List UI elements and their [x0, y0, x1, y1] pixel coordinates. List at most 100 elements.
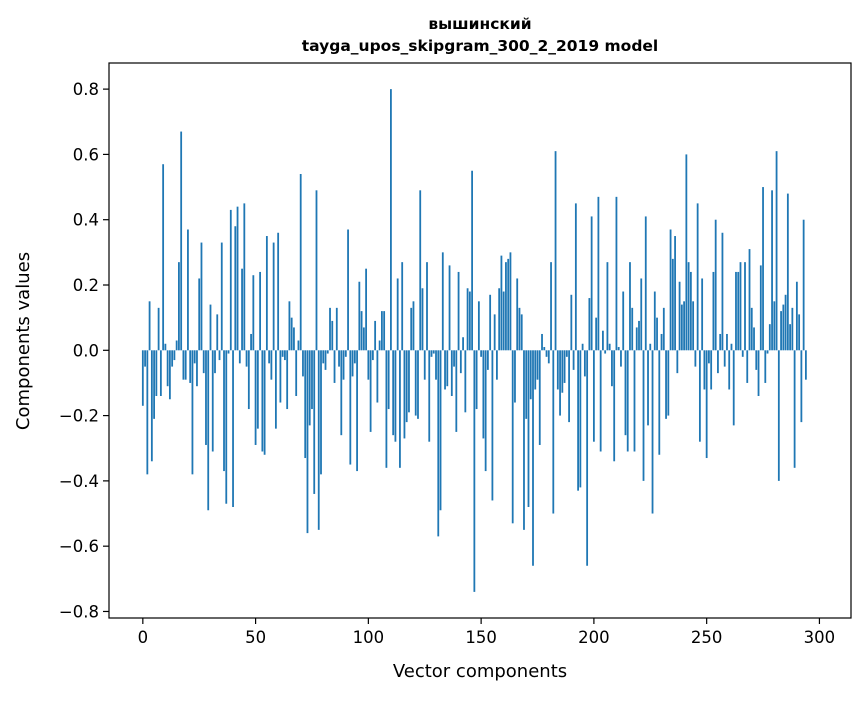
bar — [482, 350, 485, 439]
bar — [486, 350, 489, 370]
bar — [329, 307, 331, 351]
bar — [401, 262, 404, 351]
bar — [450, 350, 453, 396]
bar — [529, 350, 532, 400]
bar — [338, 350, 340, 367]
bar — [629, 262, 631, 351]
bar — [428, 350, 431, 442]
bar — [550, 262, 552, 351]
bar — [279, 350, 282, 403]
bar — [477, 301, 480, 351]
bar — [721, 232, 724, 351]
bar — [225, 350, 228, 504]
bar — [656, 317, 658, 351]
bar — [412, 301, 415, 351]
bar — [471, 170, 473, 351]
bar — [236, 206, 239, 351]
bar — [252, 275, 255, 351]
bar — [335, 307, 338, 351]
bar — [631, 307, 634, 351]
bar — [459, 350, 462, 374]
bar — [620, 350, 622, 367]
bar — [214, 350, 216, 374]
bar — [198, 278, 201, 351]
bar — [496, 350, 498, 380]
bar — [739, 262, 742, 351]
bar — [674, 236, 676, 351]
bar — [288, 301, 291, 351]
bar — [464, 350, 467, 413]
bar — [608, 343, 611, 351]
x-axis-label: Vector components — [393, 661, 567, 682]
bar — [775, 151, 778, 351]
bar — [678, 281, 681, 351]
bar — [417, 350, 419, 419]
bar — [315, 190, 318, 351]
bar — [683, 301, 685, 351]
bar — [462, 337, 464, 351]
bar — [457, 271, 460, 351]
bar — [473, 350, 476, 592]
bar — [191, 350, 194, 475]
bar — [430, 350, 433, 357]
bar — [737, 271, 740, 351]
bar — [277, 232, 280, 351]
bar — [150, 350, 153, 462]
bar — [419, 190, 422, 351]
y-axis-label: Components values — [13, 252, 34, 430]
bar — [802, 219, 805, 351]
bar — [380, 311, 383, 351]
bar — [624, 350, 627, 436]
bar — [468, 291, 471, 351]
bar — [789, 324, 791, 351]
bar — [304, 350, 307, 459]
bar — [795, 281, 798, 351]
bar — [164, 343, 167, 351]
bar — [771, 190, 773, 351]
bar — [356, 350, 358, 472]
bar — [340, 350, 343, 436]
bar — [232, 350, 234, 507]
bar — [498, 288, 501, 351]
bar — [218, 350, 221, 361]
bar — [694, 350, 697, 367]
bar — [583, 350, 586, 377]
y-tick-label: 0.4 — [73, 211, 99, 230]
bar — [344, 350, 347, 357]
bar — [493, 314, 496, 351]
bar — [766, 350, 769, 354]
y-tick-label: 0.8 — [73, 80, 99, 99]
bar — [259, 271, 261, 351]
bar — [764, 350, 767, 383]
bar — [606, 262, 609, 351]
bar — [182, 350, 185, 380]
bar — [541, 333, 543, 351]
bar — [243, 203, 246, 351]
bar — [798, 314, 801, 351]
bar — [744, 262, 746, 351]
bar — [284, 350, 286, 361]
x-tick-label: 100 — [353, 628, 385, 647]
bar — [489, 294, 492, 351]
bar — [155, 350, 158, 396]
bar — [320, 350, 322, 475]
bar — [480, 350, 483, 357]
bar — [611, 350, 613, 387]
bar — [574, 203, 577, 351]
bar — [394, 350, 397, 442]
bar — [238, 350, 241, 364]
bar — [146, 350, 149, 475]
bar — [561, 350, 564, 393]
bar — [396, 278, 399, 351]
bar — [376, 350, 379, 403]
bar — [780, 311, 782, 351]
bar — [173, 350, 176, 361]
bar — [597, 196, 600, 351]
bar — [638, 320, 640, 351]
bar — [653, 291, 656, 351]
bar — [599, 350, 602, 452]
bar — [586, 350, 589, 566]
bar — [644, 216, 647, 351]
bar — [187, 229, 189, 351]
bar — [171, 350, 174, 367]
